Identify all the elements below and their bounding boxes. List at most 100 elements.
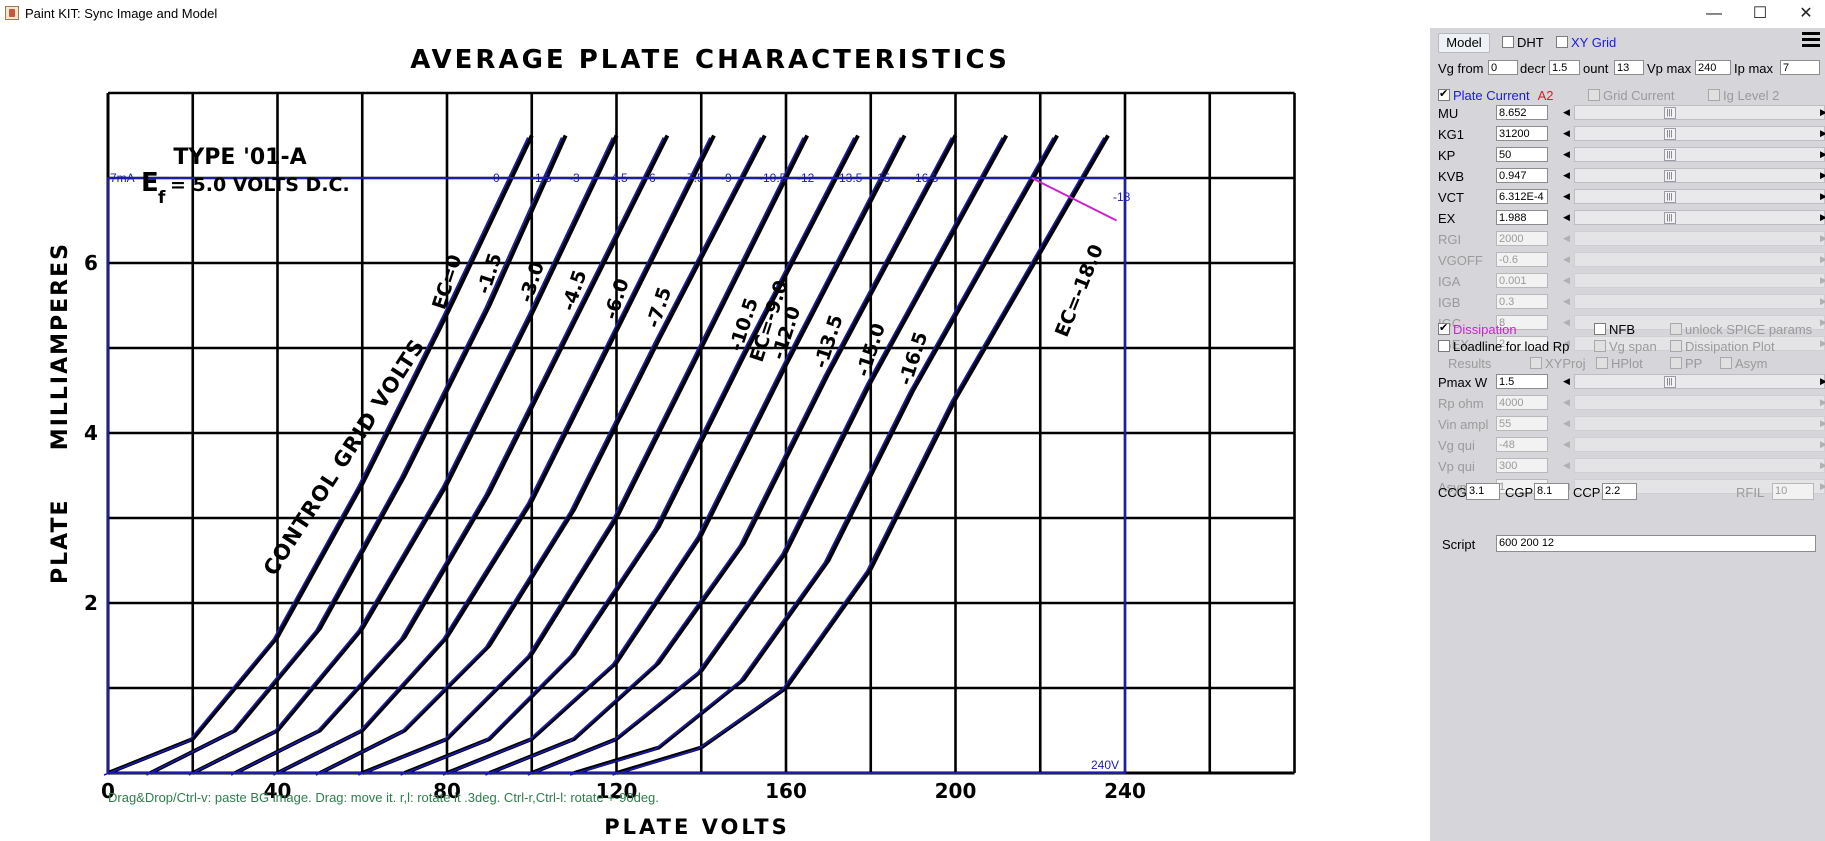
slider-right-arrow-icon[interactable]: ▶ bbox=[1820, 439, 1825, 449]
param-value-field[interactable]: 6.312E-4 bbox=[1496, 189, 1548, 204]
nfb-toggle[interactable]: NFB bbox=[1594, 322, 1635, 337]
slider-right-arrow-icon[interactable]: ▶ bbox=[1820, 275, 1825, 285]
slider-track[interactable] bbox=[1574, 252, 1825, 267]
slider-left-arrow-icon[interactable]: ◀ bbox=[1563, 376, 1570, 386]
slider-right-arrow-icon[interactable]: ▶ bbox=[1820, 233, 1825, 243]
dissipation-plot-checkbox[interactable] bbox=[1670, 340, 1682, 352]
slider-track[interactable] bbox=[1574, 458, 1825, 473]
count-field[interactable]: 13 bbox=[1614, 60, 1644, 75]
slider-right-arrow-icon[interactable]: ▶ bbox=[1820, 149, 1825, 159]
slider-track[interactable]: ||| bbox=[1574, 374, 1825, 389]
slider-thumb[interactable]: ||| bbox=[1663, 107, 1676, 119]
xy-grid-toggle[interactable]: XY Grid bbox=[1556, 35, 1616, 50]
param-value-field[interactable]: 2000 bbox=[1496, 231, 1548, 246]
slider-track[interactable] bbox=[1574, 395, 1825, 410]
xyproj-checkbox[interactable] bbox=[1530, 357, 1542, 369]
param-slider[interactable]: ◀▶ bbox=[1560, 273, 1825, 288]
param-slider[interactable]: ◀ ||| ▶ bbox=[1560, 189, 1825, 204]
ig-level2-checkbox[interactable] bbox=[1708, 89, 1720, 101]
pp-toggle[interactable]: PP bbox=[1670, 356, 1702, 371]
slider-left-arrow-icon[interactable]: ◀ bbox=[1563, 439, 1570, 449]
slider-left-arrow-icon[interactable]: ◀ bbox=[1563, 233, 1570, 243]
loadline-checkbox[interactable] bbox=[1438, 340, 1450, 352]
param-value-field[interactable]: 300 bbox=[1496, 458, 1548, 473]
param-slider[interactable]: ◀▶ bbox=[1560, 416, 1825, 431]
param-value-field[interactable]: 0.3 bbox=[1496, 294, 1548, 309]
loadline-toggle[interactable]: Loadline for load Rp bbox=[1438, 339, 1569, 354]
param-slider[interactable]: ◀ ||| ▶ bbox=[1560, 126, 1825, 141]
slider-right-arrow-icon[interactable]: ▶ bbox=[1820, 317, 1825, 327]
slider-right-arrow-icon[interactable]: ▶ bbox=[1820, 128, 1825, 138]
slider-thumb[interactable]: ||| bbox=[1663, 149, 1676, 161]
slider-right-arrow-icon[interactable]: ▶ bbox=[1820, 191, 1825, 201]
slider-right-arrow-icon[interactable]: ▶ bbox=[1820, 107, 1825, 117]
param-slider[interactable]: ◀▶ bbox=[1560, 458, 1825, 473]
slider-right-arrow-icon[interactable]: ▶ bbox=[1820, 460, 1825, 470]
param-value-field[interactable]: 50 bbox=[1496, 147, 1548, 162]
cgp-field[interactable]: 8.1 bbox=[1534, 483, 1569, 500]
slider-right-arrow-icon[interactable]: ▶ bbox=[1820, 338, 1825, 348]
hplot-toggle[interactable]: HPlot bbox=[1596, 356, 1643, 371]
slider-left-arrow-icon[interactable]: ◀ bbox=[1563, 149, 1570, 159]
slider-left-arrow-icon[interactable]: ◀ bbox=[1563, 212, 1570, 222]
param-value-field[interactable]: -48 bbox=[1496, 437, 1548, 452]
param-slider[interactable]: ◀▶ bbox=[1560, 252, 1825, 267]
slider-track[interactable] bbox=[1574, 273, 1825, 288]
tab-model[interactable]: Model bbox=[1438, 33, 1490, 53]
slider-left-arrow-icon[interactable]: ◀ bbox=[1563, 418, 1570, 428]
asym-toggle[interactable]: Asym bbox=[1720, 356, 1768, 371]
param-slider[interactable]: ◀▶ bbox=[1560, 315, 1825, 330]
slider-track[interactable]: ||| bbox=[1574, 126, 1825, 141]
param-slider[interactable]: ◀▶ bbox=[1560, 294, 1825, 309]
slider-right-arrow-icon[interactable]: ▶ bbox=[1820, 296, 1825, 306]
param-slider[interactable]: ◀▶ bbox=[1560, 395, 1825, 410]
param-slider[interactable]: ◀ ||| ▶ bbox=[1560, 147, 1825, 162]
slider-track[interactable]: ||| bbox=[1574, 189, 1825, 204]
slider-right-arrow-icon[interactable]: ▶ bbox=[1820, 418, 1825, 428]
script-field[interactable]: 600 200 12 bbox=[1496, 535, 1816, 552]
vg-span-toggle[interactable]: Vg span bbox=[1594, 339, 1657, 354]
slider-left-arrow-icon[interactable]: ◀ bbox=[1563, 338, 1570, 348]
plate-current-toggle[interactable]: Plate Current A2 bbox=[1438, 87, 1554, 103]
slider-right-arrow-icon[interactable]: ▶ bbox=[1820, 212, 1825, 222]
grid-current-toggle[interactable]: Grid Current bbox=[1588, 88, 1675, 103]
unlock-spice-checkbox[interactable] bbox=[1670, 323, 1682, 335]
ccg-field[interactable]: 3.1 bbox=[1466, 483, 1500, 500]
asym-checkbox[interactable] bbox=[1720, 357, 1732, 369]
param-slider[interactable]: ◀ ||| ▶ bbox=[1560, 374, 1825, 389]
param-slider[interactable]: ◀ ||| ▶ bbox=[1560, 168, 1825, 183]
menu-icon[interactable] bbox=[1802, 32, 1820, 49]
param-value-field[interactable]: -0.6 bbox=[1496, 252, 1548, 267]
dht-toggle[interactable]: DHT bbox=[1502, 35, 1544, 50]
param-slider[interactable]: ◀ ||| ▶ bbox=[1560, 210, 1825, 225]
rfil-field[interactable]: 10 bbox=[1772, 483, 1814, 500]
slider-track[interactable] bbox=[1574, 437, 1825, 452]
param-slider[interactable]: ◀ ||| ▶ bbox=[1560, 105, 1825, 120]
slider-thumb[interactable]: ||| bbox=[1663, 212, 1676, 224]
slider-track[interactable]: ||| bbox=[1574, 168, 1825, 183]
slider-left-arrow-icon[interactable]: ◀ bbox=[1563, 107, 1570, 117]
slider-left-arrow-icon[interactable]: ◀ bbox=[1563, 191, 1570, 201]
param-slider[interactable]: ◀▶ bbox=[1560, 437, 1825, 452]
nfb-checkbox[interactable] bbox=[1594, 323, 1606, 335]
slider-left-arrow-icon[interactable]: ◀ bbox=[1563, 460, 1570, 470]
slider-left-arrow-icon[interactable]: ◀ bbox=[1563, 170, 1570, 180]
grid-current-checkbox[interactable] bbox=[1588, 89, 1600, 101]
param-value-field[interactable]: 8 bbox=[1496, 315, 1548, 330]
param-value-field[interactable]: 8.652 bbox=[1496, 105, 1548, 120]
param-slider[interactable]: ◀▶ bbox=[1560, 336, 1825, 351]
param-value-field[interactable]: 4000 bbox=[1496, 395, 1548, 410]
slider-right-arrow-icon[interactable]: ▶ bbox=[1820, 376, 1825, 386]
param-value-field[interactable]: 31200 bbox=[1496, 126, 1548, 141]
dht-checkbox[interactable] bbox=[1502, 36, 1514, 48]
dissipation-toggle[interactable]: Dissipation bbox=[1438, 321, 1517, 337]
slider-left-arrow-icon[interactable]: ◀ bbox=[1563, 296, 1570, 306]
vpmax-field[interactable]: 240 bbox=[1695, 60, 1731, 75]
param-value-field[interactable]: 0.947 bbox=[1496, 168, 1548, 183]
param-value-field[interactable]: 2 bbox=[1496, 336, 1548, 351]
param-value-field[interactable]: 1.988 bbox=[1496, 210, 1548, 225]
unlock-spice-toggle[interactable]: unlock SPICE params bbox=[1670, 322, 1812, 337]
dissipation-plot-toggle[interactable]: Dissipation Plot bbox=[1670, 339, 1775, 354]
slider-left-arrow-icon[interactable]: ◀ bbox=[1563, 254, 1570, 264]
